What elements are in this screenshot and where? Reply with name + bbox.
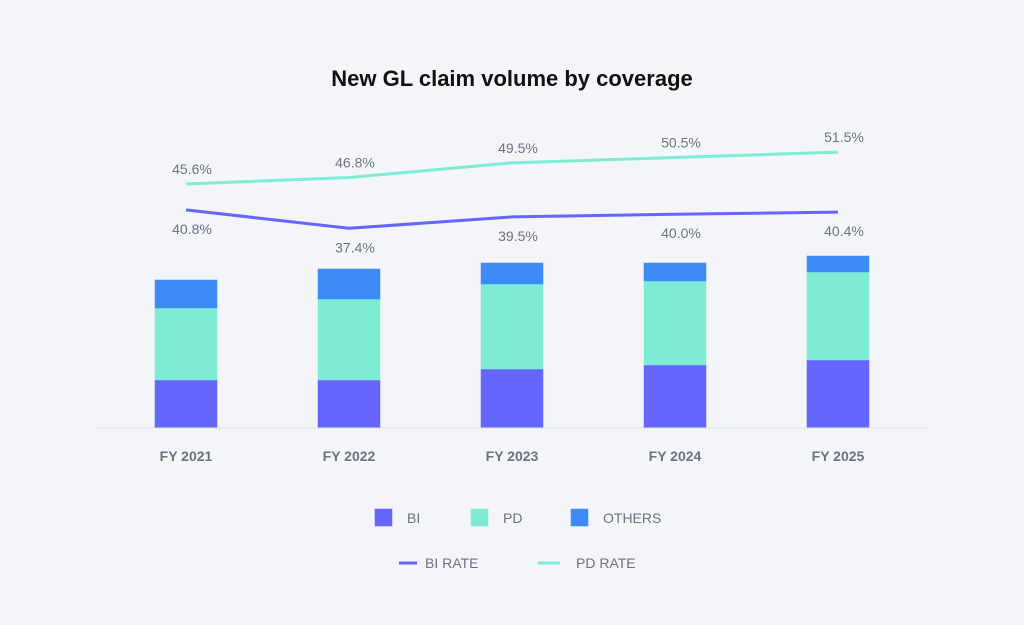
bar-pd-fy-2021 [154, 307, 218, 381]
data-label-pd-rate: 46.8% [335, 155, 375, 171]
bar-pd-fy-2025 [806, 271, 870, 361]
legend-label-pd-rate: PD RATE [576, 555, 636, 571]
bar-others-fy-2021 [154, 279, 218, 309]
data-label-pd-rate: 45.6% [172, 161, 212, 177]
x-tick-label: FY 2025 [812, 448, 865, 464]
bar-bi-fy-2021 [154, 379, 218, 429]
bar-others-fy-2022 [317, 268, 381, 300]
legend-item-others[interactable]: OTHERS [570, 508, 661, 527]
x-tick-label: FY 2022 [323, 448, 376, 464]
data-label-bi-rate: 39.5% [498, 228, 538, 244]
bar-others-fy-2023 [480, 262, 544, 285]
legend-swatch-bi [374, 508, 393, 527]
legend-item-pd-rate[interactable]: PD RATE [538, 555, 636, 571]
bar-bi-fy-2025 [806, 359, 870, 429]
bar-others-fy-2025 [806, 255, 870, 273]
line-bi-rate [185, 208, 839, 230]
bar-pd-fy-2023 [480, 283, 544, 370]
legend-swatch-others [570, 508, 589, 527]
legend-item-bi[interactable]: BI [374, 508, 420, 527]
bar-bi-fy-2022 [317, 379, 381, 429]
data-label-bi-rate: 40.8% [172, 221, 212, 237]
legend-label-bi-rate: BI RATE [425, 555, 478, 571]
bar-pd-fy-2024 [643, 280, 707, 366]
legend-label-others: OTHERS [603, 510, 661, 526]
data-label-pd-rate: 51.5% [824, 129, 864, 145]
bar-pd-fy-2022 [317, 298, 381, 381]
legend: BI PD OTHERS BI RATE PD RATE [374, 508, 661, 571]
legend-swatch-pd [470, 508, 489, 527]
lines-layer: 40.8% 37.4% 39.5% 40.0% 40.4% 45.6% 46.8% 49.5%… [172, 129, 864, 255]
chart-title: New GL claim volume by coverage [331, 66, 693, 91]
data-label-bi-rate: 40.4% [824, 223, 864, 239]
bar-bi-fy-2024 [643, 364, 707, 429]
legend-label-pd: PD [503, 510, 522, 526]
bar-bi-fy-2023 [480, 368, 544, 429]
data-label-pd-rate: 49.5% [498, 140, 538, 156]
x-tick-labels: FY 2021 FY 2022 FY 2023 FY 2024 FY 2025 [160, 448, 865, 464]
x-tick-label: FY 2021 [160, 448, 213, 464]
bars-layer [154, 255, 870, 429]
data-label-bi-rate: 37.4% [335, 239, 375, 255]
bar-others-fy-2024 [643, 262, 707, 282]
x-tick-label: FY 2023 [486, 448, 539, 464]
legend-item-pd[interactable]: PD [470, 508, 522, 527]
legend-label-bi: BI [407, 510, 420, 526]
data-label-bi-rate: 40.0% [661, 225, 701, 241]
x-tick-label: FY 2024 [649, 448, 702, 464]
legend-item-bi-rate[interactable]: BI RATE [399, 555, 478, 571]
line-pd-rate [185, 150, 839, 186]
data-label-pd-rate: 50.5% [661, 135, 701, 151]
